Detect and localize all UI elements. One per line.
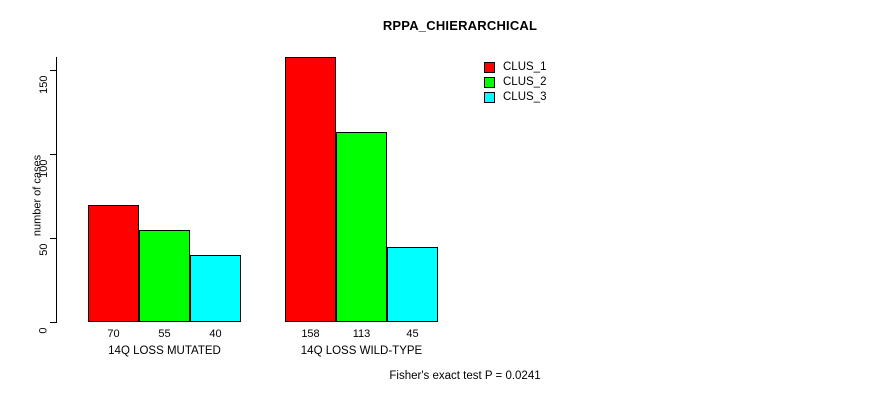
bar-value-label: 113 bbox=[352, 328, 371, 340]
y-tick-mark bbox=[50, 70, 56, 72]
y-tick-mark bbox=[50, 322, 56, 323]
group-axis-label: 14Q LOSS MUTATED bbox=[108, 345, 221, 357]
y-tick-label: 150 bbox=[37, 75, 50, 95]
legend-label: CLUS_1 bbox=[503, 61, 547, 73]
bar bbox=[88, 204, 139, 322]
legend-color-swatch bbox=[484, 62, 495, 73]
bar bbox=[139, 229, 190, 322]
group-axis-label: 14Q LOSS WILD-TYPE bbox=[300, 345, 423, 357]
bar-value-label: 158 bbox=[301, 328, 320, 340]
bar-value-label: 40 bbox=[209, 328, 222, 340]
bar bbox=[285, 57, 336, 322]
legend-color-swatch bbox=[484, 92, 495, 103]
y-axis-line bbox=[56, 57, 57, 323]
legend-label: CLUS_2 bbox=[503, 76, 547, 88]
y-tick-label: 0 bbox=[37, 327, 50, 334]
y-tick-mark bbox=[50, 238, 56, 240]
legend-label: CLUS_3 bbox=[503, 91, 547, 103]
bar bbox=[190, 254, 241, 322]
bar-value-label: 45 bbox=[406, 328, 419, 340]
legend-color-swatch bbox=[484, 77, 495, 88]
bar-value-label: 55 bbox=[158, 328, 171, 340]
y-axis-title: number of cases bbox=[31, 154, 44, 237]
chart-title: RPPA_CHIERARCHICAL bbox=[382, 18, 538, 33]
statistical-test-annotation: Fisher's exact test P = 0.0241 bbox=[389, 370, 541, 382]
bar bbox=[336, 132, 387, 322]
bar bbox=[387, 246, 438, 322]
bar-value-label: 70 bbox=[107, 328, 120, 340]
y-tick-mark bbox=[50, 154, 56, 156]
